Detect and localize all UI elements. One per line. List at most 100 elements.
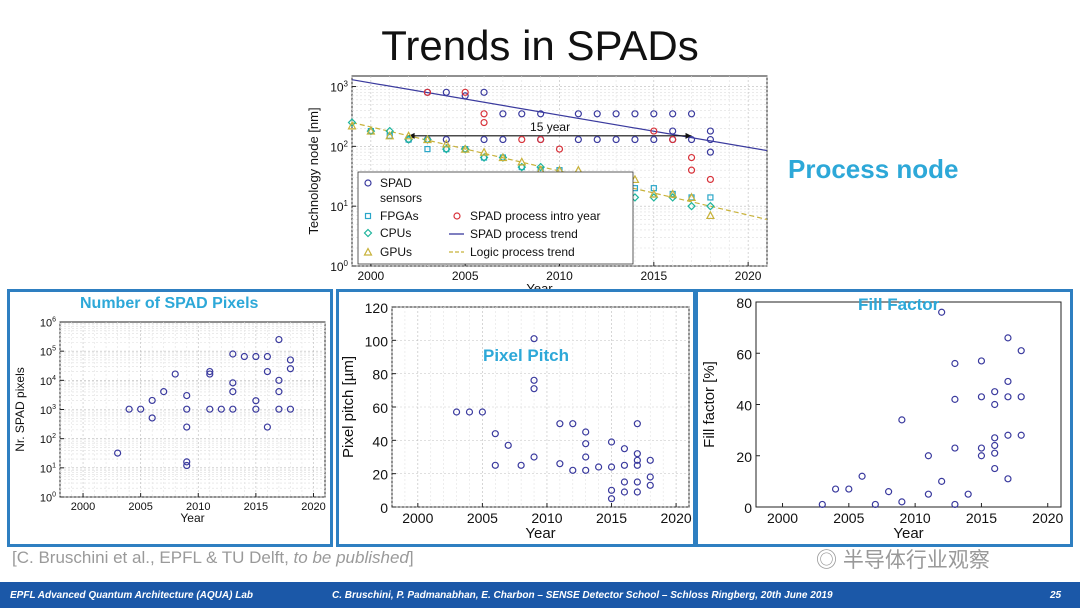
data-point: [646, 481, 654, 489]
x-tick-label: 2020: [1032, 510, 1063, 526]
data-point: [183, 461, 191, 470]
data-point: [593, 135, 601, 144]
data-point: [977, 357, 986, 365]
data-point: [646, 473, 654, 481]
arrow-head-right: [685, 132, 692, 139]
data-point: [530, 335, 538, 343]
data-point: [556, 460, 564, 468]
data-point: [229, 388, 237, 396]
x-tick-label: 2000: [402, 510, 433, 526]
y-tick-label: 100: [365, 333, 389, 349]
data-point: [1017, 393, 1025, 401]
legend-label: SPAD process trend: [470, 227, 578, 241]
x-axis-label: Year: [893, 525, 923, 542]
data-point: [160, 388, 168, 396]
reference-text: [C. Bruschini et al., EPFL & TU Delft, t…: [12, 548, 414, 567]
data-point: [252, 352, 260, 361]
legend-marker: [364, 212, 372, 220]
legend-label: GPUs: [380, 245, 412, 259]
data-point: [582, 440, 590, 448]
y-tick-label: 100: [330, 259, 348, 274]
data-point: [530, 453, 538, 461]
x-tick-label: 2010: [900, 510, 931, 526]
x-tick-label: 2020: [735, 269, 762, 283]
data-point: [137, 405, 145, 413]
data-point: [595, 463, 603, 471]
y-tick-label: 103: [330, 80, 348, 95]
x-tick-label: 2005: [467, 510, 498, 526]
data-point: [898, 498, 906, 506]
legend-label: FPGAs: [380, 209, 419, 223]
data-point: [518, 110, 526, 118]
y-tick-label: 120: [365, 300, 389, 316]
y-tick-label: 40: [736, 398, 752, 414]
process-node-label: Process node: [788, 154, 959, 184]
data-point: [422, 134, 432, 144]
data-point: [498, 152, 508, 162]
y-tick-label: 100: [40, 492, 56, 505]
data-point: [206, 370, 214, 378]
legend-label: sensors: [380, 191, 422, 205]
data-point: [452, 408, 461, 416]
x-tick-label: 2000: [767, 510, 798, 526]
data-point: [991, 388, 999, 396]
data-point: [938, 477, 946, 485]
x-tick-label: 2015: [640, 269, 667, 283]
data-point: [530, 385, 538, 393]
data-point: [574, 135, 582, 144]
data-point: [517, 162, 527, 172]
data-point: [480, 118, 488, 127]
y-axis-label: Technology node [nm]: [306, 107, 321, 234]
y-tick-label: 102: [330, 139, 348, 154]
y-tick-label: 40: [372, 433, 388, 449]
y-tick-label: 104: [40, 375, 56, 388]
data-point: [687, 110, 696, 118]
data-point: [593, 110, 601, 118]
y-tick-label: 80: [372, 367, 388, 383]
y-tick-label: 80: [736, 295, 752, 311]
data-point: [1017, 431, 1025, 439]
legend-label: CPUs: [380, 226, 411, 240]
legend-marker: [364, 179, 372, 187]
slide-title: Trends in SPADs: [381, 22, 699, 69]
data-point: [650, 135, 658, 144]
data-point: [491, 461, 499, 469]
data-point: [687, 166, 696, 174]
y-tick-label: 20: [736, 449, 752, 465]
footer-left: EPFL Advanced Quantum Architecture (AQUA…: [10, 590, 253, 601]
data-point: [977, 452, 986, 460]
data-point: [620, 445, 629, 453]
data-point: [706, 175, 715, 184]
x-tick-label: 2020: [301, 501, 325, 513]
data-point: [951, 500, 959, 509]
data-point: [707, 194, 714, 201]
x-tick-label: 2005: [452, 269, 479, 283]
y-tick-label: 0: [380, 500, 388, 516]
data-point: [491, 430, 499, 438]
y-tick-label: 0: [744, 500, 752, 516]
legend-marker: [453, 212, 461, 220]
data-point: [951, 359, 959, 368]
data-point: [646, 456, 654, 464]
footer-center: C. Bruschini, P. Padmanabhan, E. Charbon…: [332, 590, 833, 601]
data-point: [582, 453, 590, 461]
data-point: [569, 466, 577, 474]
panel-fill-factor: 2000 2005 2010 2015 2020 0 20 40 60 80 Year Fill fa…: [695, 289, 1073, 547]
data-point: [831, 485, 840, 493]
data-point: [229, 405, 237, 413]
data-point: [669, 110, 677, 118]
data-point: [1004, 431, 1012, 439]
data-point: [668, 193, 678, 202]
data-point: [442, 88, 450, 96]
data-point: [441, 139, 451, 148]
x-tick-label: 2015: [596, 510, 627, 526]
data-point: [275, 405, 283, 413]
x-tick-label: 2010: [531, 510, 562, 526]
data-point: [582, 428, 590, 436]
data-point: [687, 153, 696, 162]
data-point: [517, 461, 525, 469]
data-point: [669, 135, 677, 144]
data-point: [633, 456, 641, 464]
data-point: [263, 423, 271, 431]
data-point: [405, 136, 412, 143]
